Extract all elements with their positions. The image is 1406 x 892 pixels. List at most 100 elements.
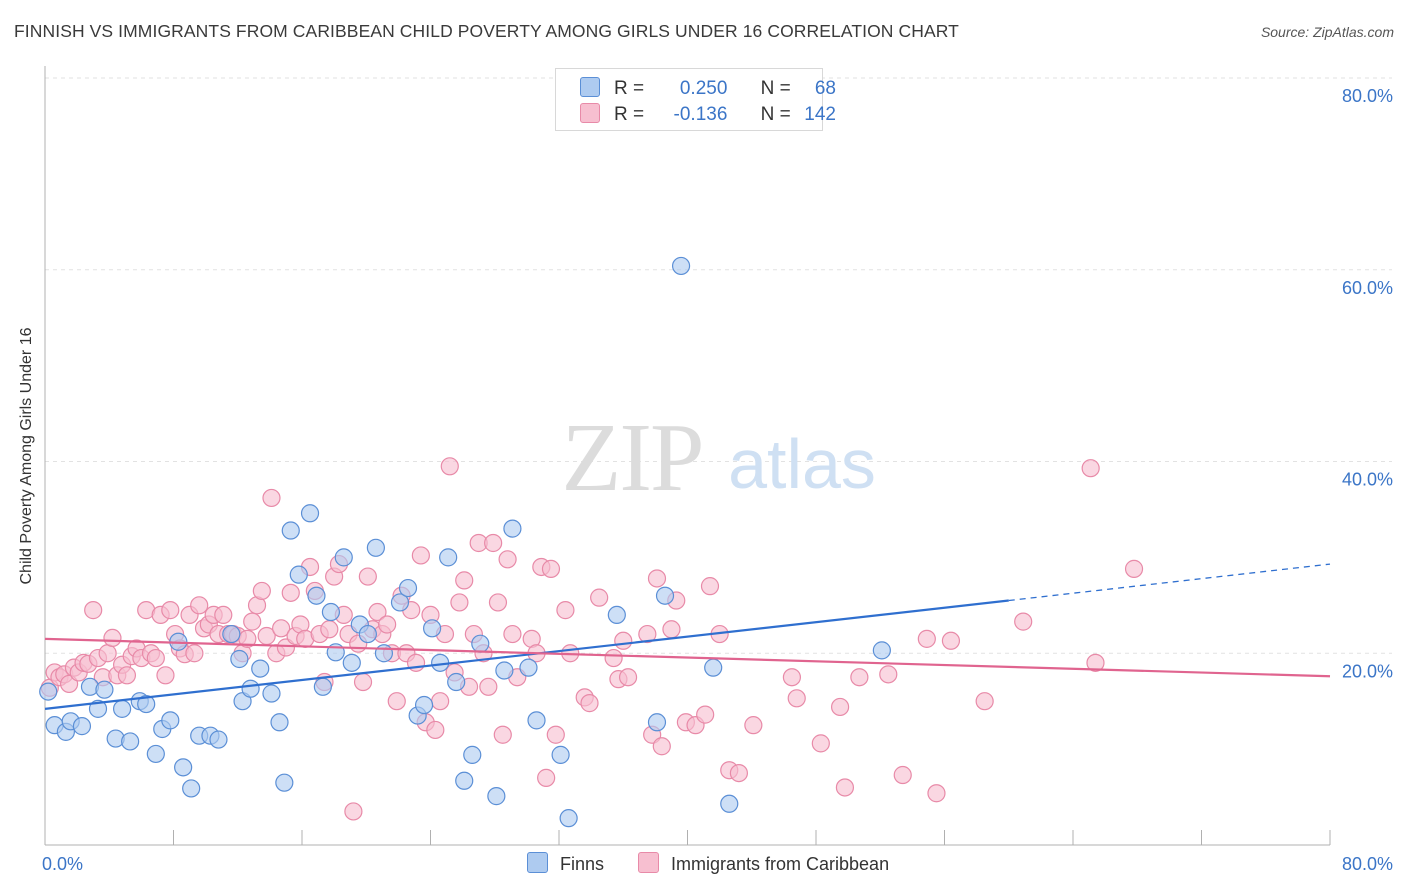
finns-point (174, 758, 193, 777)
caribbean-point (450, 593, 469, 612)
caribbean-point (1086, 653, 1105, 672)
caribbean-point (541, 559, 561, 578)
caribbean-legend-label: Immigrants from Caribbean (671, 854, 890, 874)
caribbean-point (146, 648, 165, 668)
finns-point (455, 771, 474, 790)
caribbean-point (782, 668, 802, 687)
caribbean-legend-swatch (638, 852, 659, 873)
x-tick-label-min: 0.0% (42, 854, 83, 874)
finns-point (88, 699, 108, 718)
caribbean-point (84, 601, 103, 620)
caribbean-point (647, 569, 667, 588)
caribbean-point (580, 694, 599, 713)
caribbean-points (40, 457, 1144, 821)
finns-point (121, 732, 140, 751)
finns-point (414, 695, 434, 715)
finns-point (487, 787, 506, 806)
finns-point (447, 672, 466, 692)
caribbean-point (353, 672, 373, 692)
finns-points (39, 256, 891, 828)
trend-lines (44, 563, 1331, 710)
caribbean-point (927, 784, 946, 803)
caribbean-point (493, 725, 512, 744)
finns-r-value: 0.250 (679, 78, 728, 99)
caribbean-point (503, 624, 522, 644)
caribbean-point (185, 644, 204, 663)
finns-point (423, 619, 442, 638)
finns-n-label: N = (760, 78, 791, 99)
caribbean-point (975, 692, 994, 711)
caribbean-point (117, 666, 137, 685)
finns-point (182, 779, 201, 798)
finns-point (307, 586, 326, 605)
caribbean-point (546, 725, 565, 744)
caribbean-point (638, 624, 657, 644)
finns-swatch (580, 77, 600, 97)
caribbean-point (811, 734, 830, 753)
finns-point (137, 694, 156, 714)
watermark: ZIP atlas (562, 404, 876, 512)
source-label: Source: ZipAtlas.com (1260, 24, 1394, 40)
caribbean-point (411, 546, 430, 565)
finns-point (72, 717, 92, 736)
finns-point (161, 711, 180, 730)
caribbean-point (156, 666, 175, 685)
caribbean-n-value: 142 (804, 104, 836, 125)
caribbean-point (488, 593, 508, 612)
finns-point (720, 794, 739, 813)
finns-point (262, 684, 281, 703)
finns-trend-line (44, 599, 1009, 710)
caribbean-point (696, 705, 715, 724)
caribbean-point (426, 720, 445, 740)
caribbean-point (590, 588, 609, 607)
caribbean-point (98, 644, 117, 663)
finns-point (559, 809, 578, 828)
caribbean-point (700, 577, 720, 596)
finns-point (112, 699, 132, 718)
finns-point (495, 661, 514, 680)
caribbean-point (440, 457, 459, 476)
caribbean-point (252, 581, 271, 601)
finns-point (146, 744, 165, 764)
y-tick-label: 80.0% (1342, 86, 1393, 106)
finns-point (374, 644, 394, 663)
y-tick-label: 60.0% (1342, 278, 1393, 298)
caribbean-point (431, 692, 450, 711)
caribbean-point (893, 765, 912, 785)
finns-point (366, 538, 385, 557)
caribbean-point (262, 488, 281, 508)
caribbean-point (941, 631, 961, 650)
caribbean-point (850, 668, 869, 687)
caribbean-point (787, 689, 806, 708)
finns-point (230, 649, 249, 669)
caribbean-point (272, 619, 291, 638)
tick-labels: 20.0% 40.0% 60.0% 80.0% 0.0% 80.0% (42, 86, 1393, 874)
caribbean-point (378, 615, 397, 634)
finns-point (527, 711, 546, 730)
caribbean-point (344, 802, 363, 821)
finns-point (209, 730, 228, 749)
caribbean-r-value: -0.136 (673, 104, 728, 125)
legend-item-finns[interactable]: Finns (527, 852, 604, 875)
caribbean-point (455, 571, 474, 590)
finns-legend-label: Finns (560, 854, 605, 874)
caribbean-point (744, 716, 763, 735)
finns-point (519, 658, 538, 677)
finns-point (398, 578, 418, 598)
legend-item-caribbean[interactable]: Immigrants from Caribbean (638, 852, 889, 875)
finns-point (321, 602, 341, 622)
finns-point (222, 624, 241, 644)
caribbean-point (1014, 612, 1033, 631)
caribbean-point (190, 596, 209, 615)
caribbean-trend-line (44, 637, 1331, 678)
finns-point (300, 504, 320, 523)
grid-layer (45, 77, 1392, 654)
caribbean-point (729, 763, 749, 783)
caribbean-point (161, 601, 180, 620)
finns-trend-extension (1008, 563, 1331, 602)
caribbean-point (358, 567, 377, 586)
caribbean-point (479, 677, 498, 696)
caribbean-point (281, 583, 300, 602)
caribbean-point (320, 620, 339, 639)
